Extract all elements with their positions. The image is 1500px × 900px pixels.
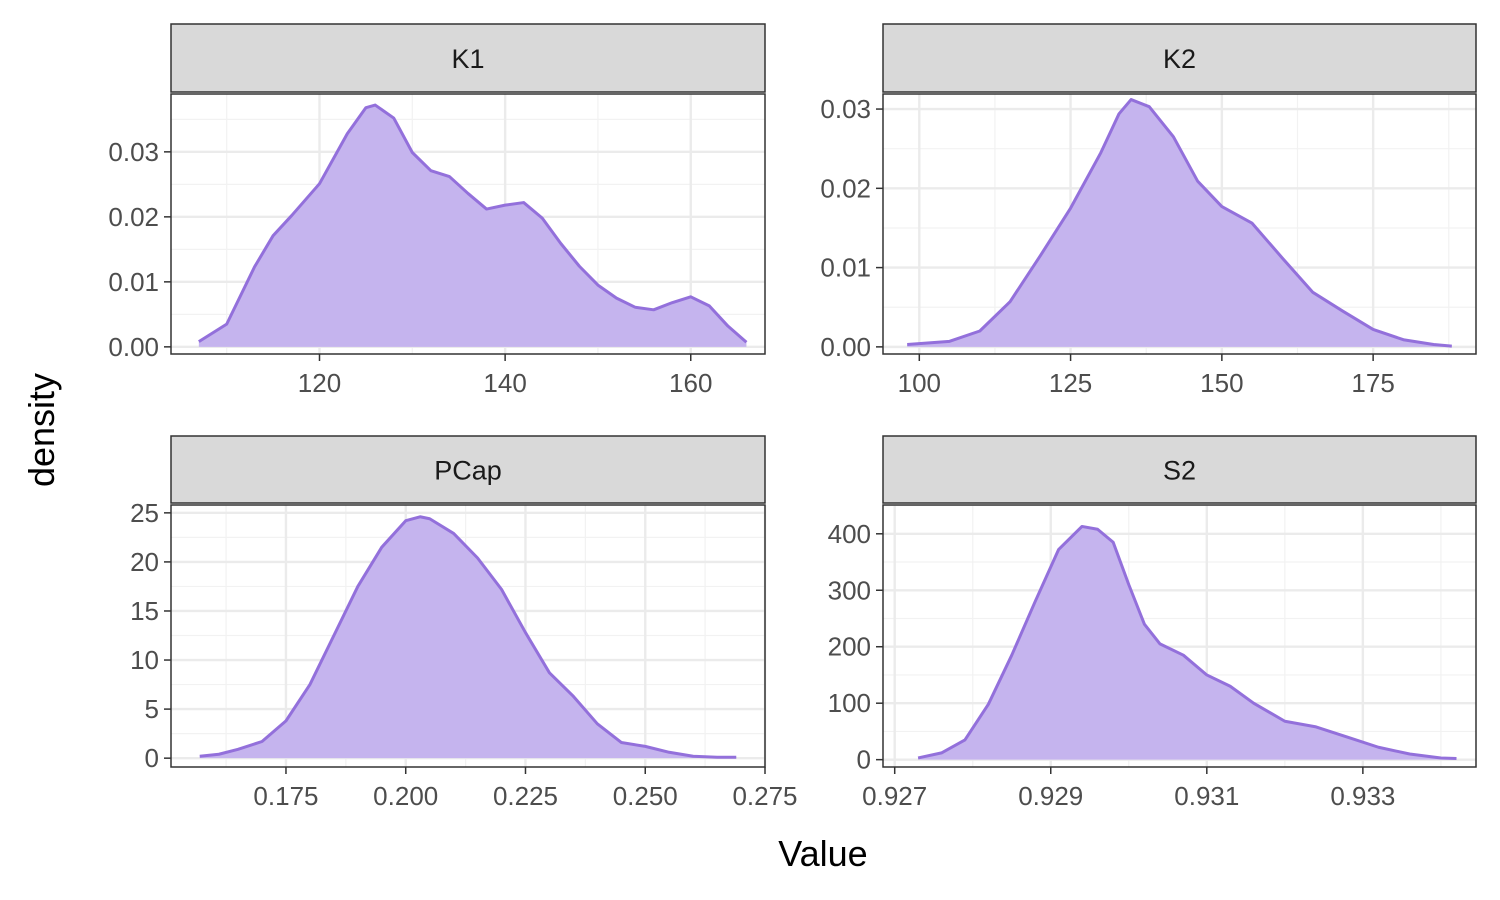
x-tick-label: 175 [1351,368,1394,398]
x-tick-label: 150 [1200,368,1243,398]
y-tick-label: 10 [130,645,159,675]
y-tick-label: 100 [828,688,871,718]
y-tick-label: 0.02 [108,202,159,232]
density-line-k1 [198,103,748,344]
y-tick-label: 0 [857,745,871,775]
x-tick-label: 0.927 [862,781,927,811]
x-tick-label: 140 [483,368,526,398]
strip-pcap [170,435,766,504]
strip-label-k1: K1 [451,44,484,74]
panel-s2: S2 0.927 0.929 0.931 0.933 0 100 200 300 400 [828,435,1477,811]
x-tick-label: 100 [898,368,941,398]
y-tick-label: 5 [145,694,159,724]
density-area-k1 [198,105,747,347]
x-tick-label: 0.225 [493,781,558,811]
y-tick-label: 0.01 [820,253,871,283]
strip-label-pcap: PCap [434,456,502,486]
strip-k1 [170,23,766,93]
panel-k1: K1 120 140 160 0.00 0.01 0.02 0.03 [108,23,766,398]
x-tick-label: 160 [669,368,712,398]
density-line-s2 [917,524,1457,761]
density-line-pcap [199,515,737,759]
panel-border-k2 [882,93,1477,355]
y-tick-label: 300 [828,575,871,605]
panel-border-k1 [170,93,766,355]
strip-label-k2: K2 [1163,44,1196,74]
x-tick-label: 0.933 [1330,781,1395,811]
x-axis-title: Value [778,833,867,874]
y-tick-label: 25 [130,498,159,528]
x-tick-label: 0.175 [253,781,318,811]
strip-label-s2: S2 [1163,456,1196,486]
x-tick-label: 125 [1049,368,1092,398]
panel-border-pcap [170,504,766,768]
y-tick-label: 0.00 [820,332,871,362]
x-tick-label: 0.275 [732,781,797,811]
y-tick-label: 0.02 [820,173,871,203]
density-line-k2 [907,98,1452,348]
strip-s2 [882,435,1477,504]
strip-k2 [882,23,1477,93]
y-tick-label: 0.00 [108,332,159,362]
density-area-s2 [918,526,1457,760]
density-area-k2 [907,99,1452,347]
y-tick-label: 200 [828,632,871,662]
panel-pcap: PCap 0.175 0.200 0.225 0.250 0.275 0 5 10 15 20 25 [130,435,798,811]
y-axis-title: density [21,373,62,487]
y-tick-label: 0.03 [108,137,159,167]
x-tick-label: 0.250 [613,781,678,811]
x-tick-label: 0.200 [373,781,438,811]
x-tick-label: 120 [298,368,341,398]
panel-k2: K2 100 125 150 175 0.00 0.01 0.02 0.03 [820,23,1477,398]
y-tick-label: 0.01 [108,267,159,297]
density-area-pcap [199,516,737,759]
y-tick-label: 400 [828,519,871,549]
x-tick-label: 0.931 [1174,781,1239,811]
x-tick-label: 0.929 [1018,781,1083,811]
y-tick-label: 20 [130,547,159,577]
y-tick-label: 0.03 [820,94,871,124]
y-tick-label: 0 [145,743,159,773]
y-tick-label: 15 [130,596,159,626]
panel-border-s2 [882,504,1477,768]
